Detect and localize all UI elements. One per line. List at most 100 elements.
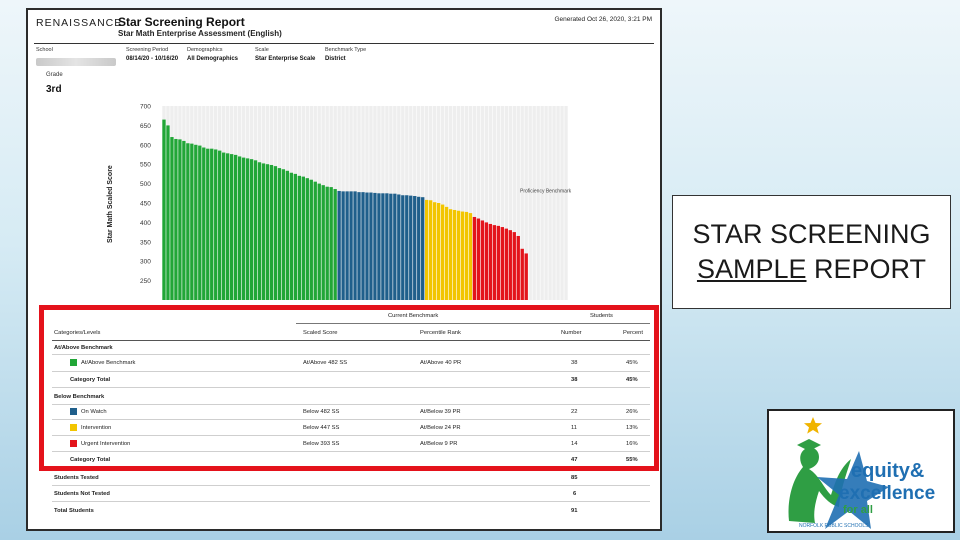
bar bbox=[329, 187, 334, 300]
header-group-line bbox=[296, 323, 650, 324]
bar bbox=[169, 137, 174, 300]
bar bbox=[488, 223, 493, 300]
bar bbox=[476, 218, 481, 300]
bar bbox=[313, 181, 318, 300]
students-not-tested-label: Students Not Tested bbox=[54, 491, 110, 497]
bar bbox=[420, 197, 425, 300]
students-not-tested-number: 6 bbox=[573, 491, 577, 497]
bar bbox=[388, 193, 393, 300]
row-divider bbox=[52, 419, 650, 420]
bar bbox=[424, 199, 429, 300]
logo-word-equity: equity& bbox=[851, 460, 924, 482]
col-percentile-rank: Percentile Rank bbox=[420, 330, 461, 336]
row-above-score: At/Above 482 SS bbox=[303, 360, 348, 366]
bar bbox=[249, 159, 254, 300]
logo-word-for-all: for all bbox=[843, 504, 873, 516]
highlight-rectangle bbox=[39, 305, 659, 471]
bar bbox=[265, 164, 270, 300]
bar bbox=[496, 225, 501, 300]
y-tick-label: 300 bbox=[140, 259, 151, 266]
total-below-percent: 55% bbox=[626, 457, 638, 463]
bar bbox=[500, 227, 505, 300]
bar bbox=[392, 193, 397, 300]
row-urgent-percent: 16% bbox=[626, 441, 638, 447]
y-tick-label: 400 bbox=[140, 220, 151, 227]
total-below-name: Category Total bbox=[70, 457, 111, 463]
grade-value: 3rd bbox=[46, 84, 62, 95]
bar bbox=[508, 230, 513, 300]
row-above-percent: 45% bbox=[626, 360, 638, 366]
bar bbox=[416, 196, 421, 300]
caption-line-2: SAMPLE REPORT bbox=[697, 252, 926, 287]
y-tick-label: 600 bbox=[140, 142, 151, 149]
bar bbox=[520, 248, 525, 300]
row-urgent-score: Below 393 SS bbox=[303, 441, 340, 447]
bar bbox=[321, 185, 326, 300]
header-students: Students bbox=[590, 313, 613, 319]
bar bbox=[372, 192, 377, 300]
bar bbox=[472, 216, 477, 300]
bar bbox=[209, 148, 214, 300]
row-divider bbox=[52, 371, 650, 372]
scale-value: Star Enterprise Scale bbox=[255, 56, 316, 62]
total-students-label: Total Students bbox=[54, 508, 94, 514]
bar bbox=[325, 186, 330, 300]
bar bbox=[213, 149, 218, 300]
logo-graphic: equity& excellence for all NORFOLK PUBLI… bbox=[788, 417, 935, 529]
bar bbox=[396, 194, 401, 300]
y-tick-label: 450 bbox=[140, 201, 151, 208]
benchmark-type-value: District bbox=[325, 56, 346, 62]
row-divider bbox=[52, 354, 650, 355]
caption-line-1: STAR SCREENING bbox=[692, 219, 931, 249]
row-intervention-number: 11 bbox=[571, 425, 578, 431]
swatch-urgent bbox=[70, 440, 77, 447]
bar bbox=[361, 192, 365, 300]
star-icon bbox=[804, 417, 822, 434]
bar bbox=[428, 200, 433, 300]
bar bbox=[460, 211, 465, 300]
students-tested-label: Students Tested bbox=[54, 475, 99, 481]
bar bbox=[448, 209, 453, 300]
bar bbox=[217, 150, 222, 300]
bar bbox=[504, 228, 509, 300]
total-above-number: 38 bbox=[571, 377, 578, 383]
row-urgent-name: Urgent Intervention bbox=[81, 441, 131, 447]
header-divider bbox=[34, 43, 654, 44]
row-intervention-score: Below 447 SS bbox=[303, 425, 340, 431]
bar bbox=[269, 164, 274, 300]
bar bbox=[162, 119, 166, 300]
bar bbox=[349, 191, 354, 300]
bar bbox=[177, 139, 182, 300]
bar bbox=[225, 153, 230, 300]
total-above-percent: 45% bbox=[626, 377, 638, 383]
row-above-name: At/Above Benchmark bbox=[81, 360, 136, 366]
grade-label: Grade bbox=[46, 72, 63, 78]
bar bbox=[353, 191, 358, 300]
bar bbox=[305, 178, 310, 300]
caption-underlined-word: SAMPLE bbox=[696, 254, 807, 284]
y-tick-label: 650 bbox=[140, 123, 151, 130]
report-title: Star Screening Report bbox=[118, 15, 245, 29]
bar bbox=[444, 206, 449, 300]
bar bbox=[277, 168, 282, 300]
row-intervention-name: Intervention bbox=[81, 425, 112, 431]
y-tick-label: 550 bbox=[140, 162, 151, 169]
bar bbox=[253, 160, 258, 300]
benchmark-label: Proficiency Benchmark bbox=[520, 189, 572, 195]
bar bbox=[189, 143, 194, 300]
row-intervention-pr: At/Below 24 PR bbox=[420, 425, 461, 431]
bar bbox=[221, 152, 226, 300]
benchmark-type-label: Benchmark Type bbox=[325, 47, 367, 53]
logo-word-excellence: excellence bbox=[839, 483, 935, 504]
bar bbox=[205, 148, 210, 300]
bar bbox=[368, 192, 373, 300]
y-tick-label: 350 bbox=[140, 239, 151, 246]
scale-label: Scale bbox=[255, 47, 269, 53]
col-percent: Percent bbox=[623, 330, 643, 336]
bar bbox=[181, 140, 186, 300]
section-title-above: At/Above Benchmark bbox=[54, 345, 113, 351]
blue-star-shape bbox=[817, 451, 889, 529]
bar bbox=[404, 195, 409, 300]
bar bbox=[317, 183, 322, 300]
demographics-label: Demographics bbox=[187, 47, 223, 53]
